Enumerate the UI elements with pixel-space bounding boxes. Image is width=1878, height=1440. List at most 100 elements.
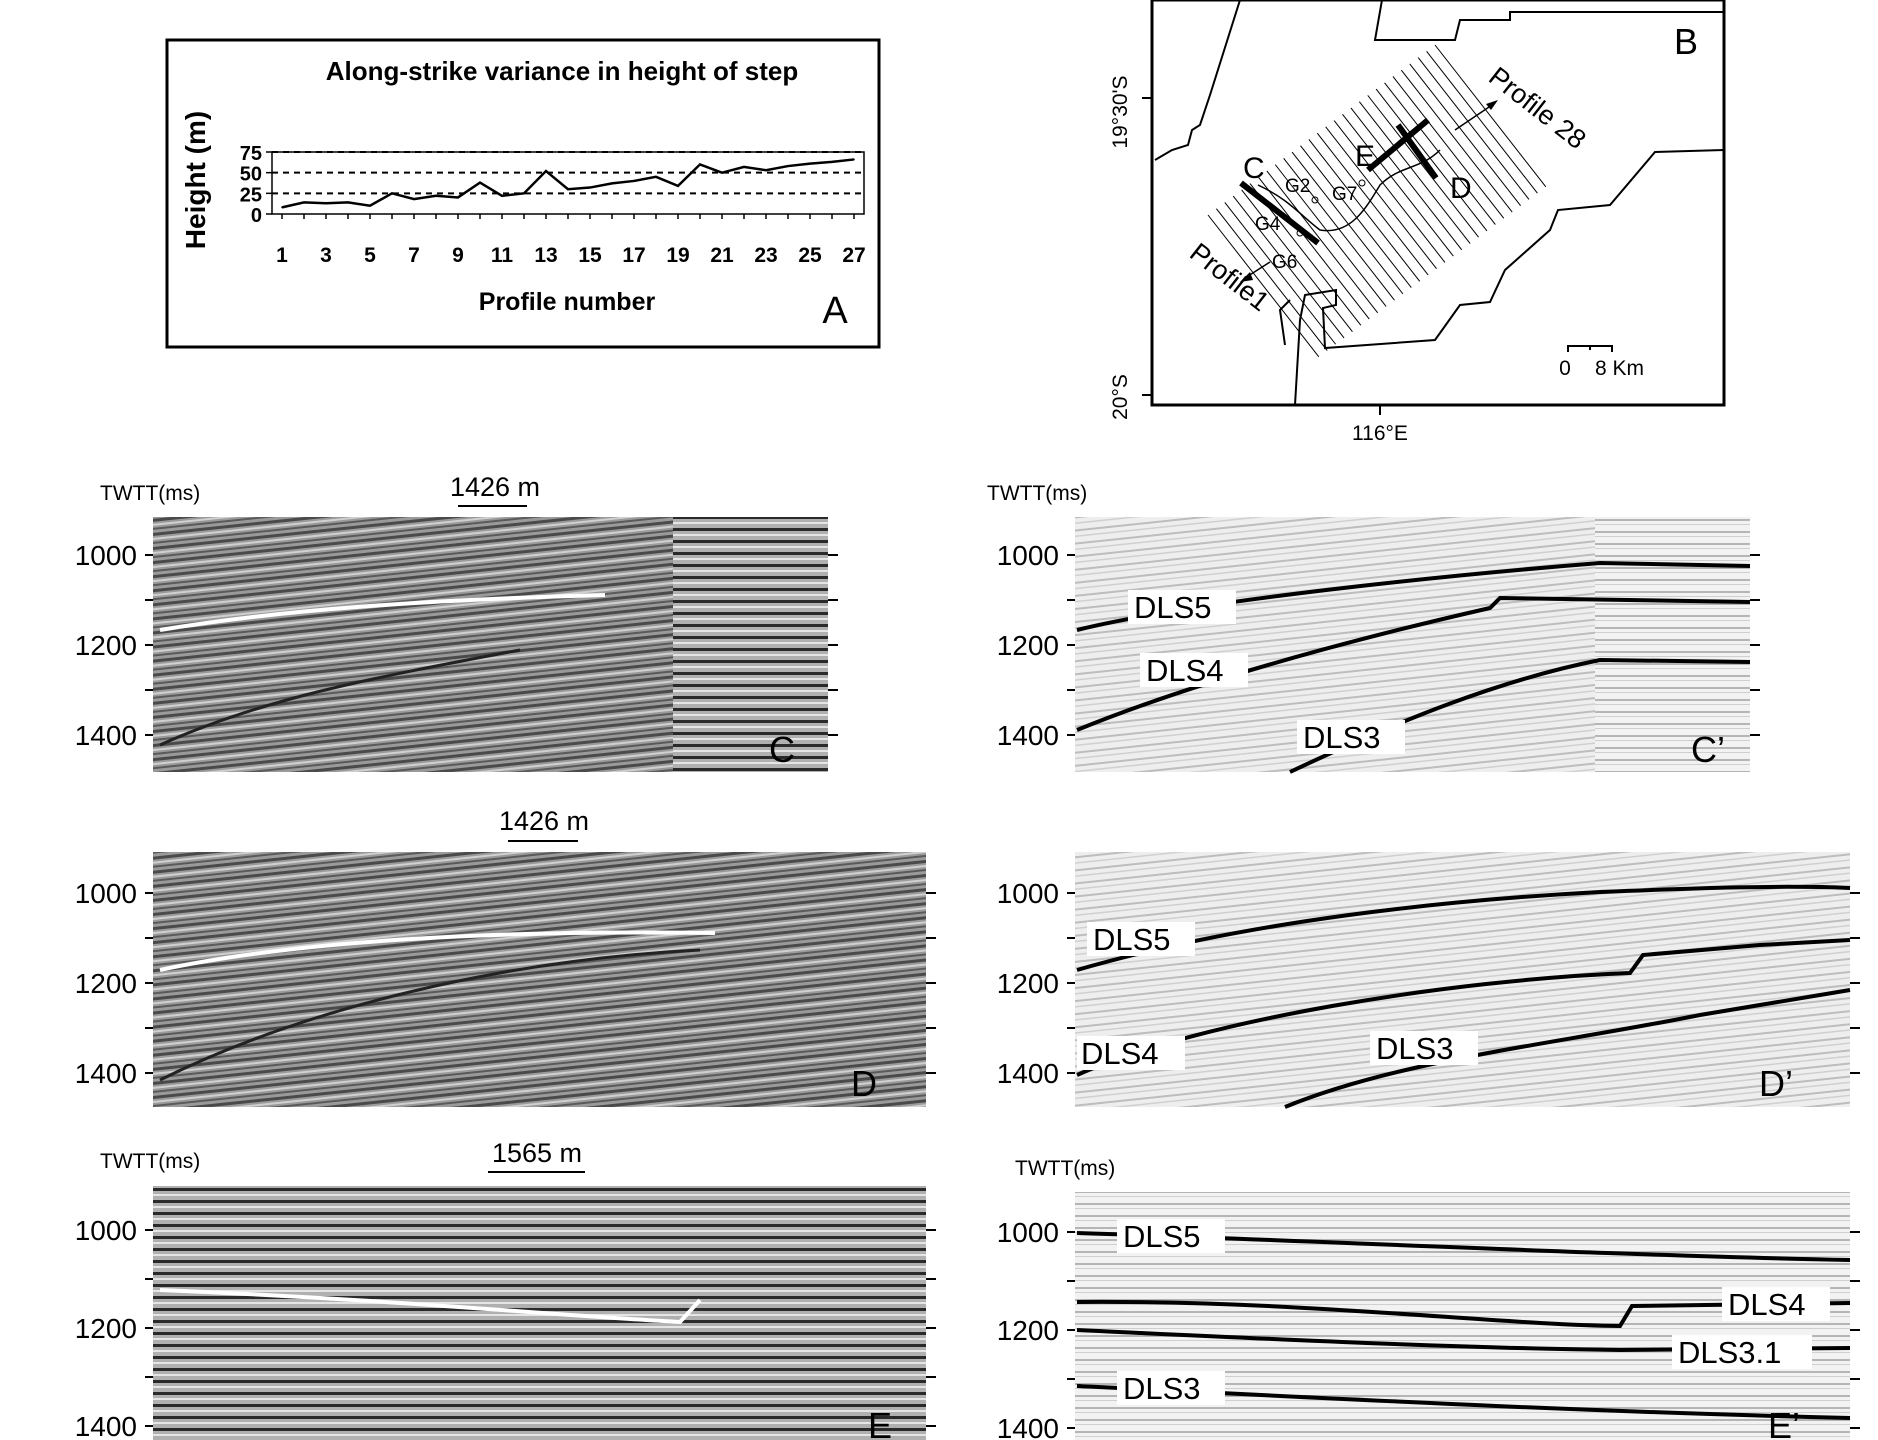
map-label-c: C [1243,152,1265,185]
height-point [853,158,855,161]
coastline-east [1294,149,1725,406]
svg-text:DLS5: DLS5 [1134,590,1212,625]
height-point [391,192,393,195]
height-point [831,161,833,163]
section-e-raw: TWTT(ms) 1565 m E [100,1138,926,1440]
height-point [413,198,415,200]
survey-line [1434,44,1547,188]
seismic-image-c-right [673,517,828,772]
twtt-label-c-prime: TWTT(ms) [987,482,1087,505]
depth-tick-label: 1200 [997,1315,1059,1346]
horizon-label-e-dls5: DLS5 [1117,1219,1225,1254]
section-c-raw: TWTT(ms) 1426 m C [100,472,828,772]
section-d-interpreted: DLS5 DLS4 DLS3 D’ [1075,852,1851,1109]
section-c-line [1239,180,1320,246]
height-point [523,192,525,195]
svg-text:DLS3.1: DLS3.1 [1678,1335,1781,1370]
reflector-c2 [159,648,521,747]
height-series-line [281,158,855,209]
survey-line [1216,208,1328,351]
x-axis-label: Profile number [479,288,656,316]
svg-text:DLS5: DLS5 [1123,1219,1201,1254]
coastline-west [1154,0,1241,161]
height-point [699,163,701,166]
height-point [567,188,569,190]
survey-line [1300,145,1412,288]
height-point [325,202,327,205]
chart-title: Along-strike variance in height of step [326,56,798,86]
x-tick-label: 17 [622,244,645,267]
survey-line [1342,113,1454,257]
survey-line [1308,139,1421,282]
seismic-image-c [153,517,673,772]
site-g2-marker [1311,196,1319,204]
section-e-letter: E [868,1405,892,1440]
height-point [721,171,723,174]
survey-line [1384,82,1496,225]
section-d-letter: D [851,1063,877,1104]
survey-line [1207,214,1320,358]
svg-text:DLS4: DLS4 [1146,653,1224,688]
svg-text:DLS5: DLS5 [1093,922,1171,957]
section-e-line [1366,117,1430,173]
map-scale-bar [1567,345,1613,352]
survey-line [1232,195,1345,339]
depth-tick-label: 1200 [997,630,1059,661]
height-point [369,204,371,207]
y-tick-label: 50 [240,164,262,186]
height-point [677,185,679,187]
horizon-label-e-dls3: DLS3 [1117,1371,1225,1406]
x-tick-label: 7 [408,244,420,267]
channel-path [1257,149,1441,232]
horizon-label-e-dls3-1: DLS3.1 [1672,1335,1812,1370]
section-c-prime-letter: C’ [1691,729,1725,770]
survey-line [1316,132,1429,276]
horizon-d-dls5 [1076,884,1851,972]
survey-line [1325,126,1437,270]
twtt-label-e: TWTT(ms) [100,1150,200,1173]
survey-line [1241,189,1353,332]
x-tick-label: 23 [754,244,777,267]
x-tick-label: 5 [364,244,376,267]
survey-line [1409,63,1521,207]
site-g6-label: G6 [1272,252,1297,273]
svg-text:DLS4: DLS4 [1728,1287,1806,1322]
scale-label-e: 1565 m [492,1138,582,1168]
depth-tick-label: 1400 [75,720,137,751]
survey-line [1274,164,1387,307]
height-point [589,186,591,189]
svg-text:DLS3: DLS3 [1303,720,1381,755]
height-point [765,169,767,171]
depth-tick-label: 1000 [997,878,1059,909]
depth-tick-label: 1400 [997,1413,1059,1440]
survey-line [1350,107,1463,251]
height-point [743,166,745,168]
x-tick-label: 9 [452,244,464,267]
scale-label-d: 1426 m [499,806,589,836]
seismic-image-d-prime [1075,852,1850,1107]
x-tick-label: 11 [491,244,514,267]
height-point [655,176,657,178]
survey-line [1266,170,1379,314]
map-label-d: D [1450,172,1472,205]
depth-tick-label: 1200 [75,1313,137,1344]
svg-text:DLS3: DLS3 [1376,1031,1454,1066]
site-g4-label: G4 [1255,214,1281,235]
section-c-interpreted: TWTT(ms) DLS5 DLS4 DLS3 C’ [987,482,1751,774]
horizon-d-dls3 [1284,988,1851,1109]
horizon-label-e-dls4: DLS4 [1722,1287,1830,1322]
survey-line [1258,176,1370,320]
depth-tick-label: 1400 [997,720,1059,751]
reflector-d2 [159,948,701,1082]
site-g4-marker [1296,229,1304,237]
height-point [479,181,481,184]
reflector-d1 [159,930,716,972]
reflector-e1 [159,1288,702,1325]
depth-tick-label: 1000 [75,878,137,909]
coastline-north [1373,0,1724,41]
x-tick-label: 27 [842,244,865,267]
height-point [501,195,503,197]
lon-label-116: 116°E [1352,422,1408,445]
site-g7-marker [1358,179,1366,187]
profile-28-label: Profile 28 [1483,61,1591,155]
